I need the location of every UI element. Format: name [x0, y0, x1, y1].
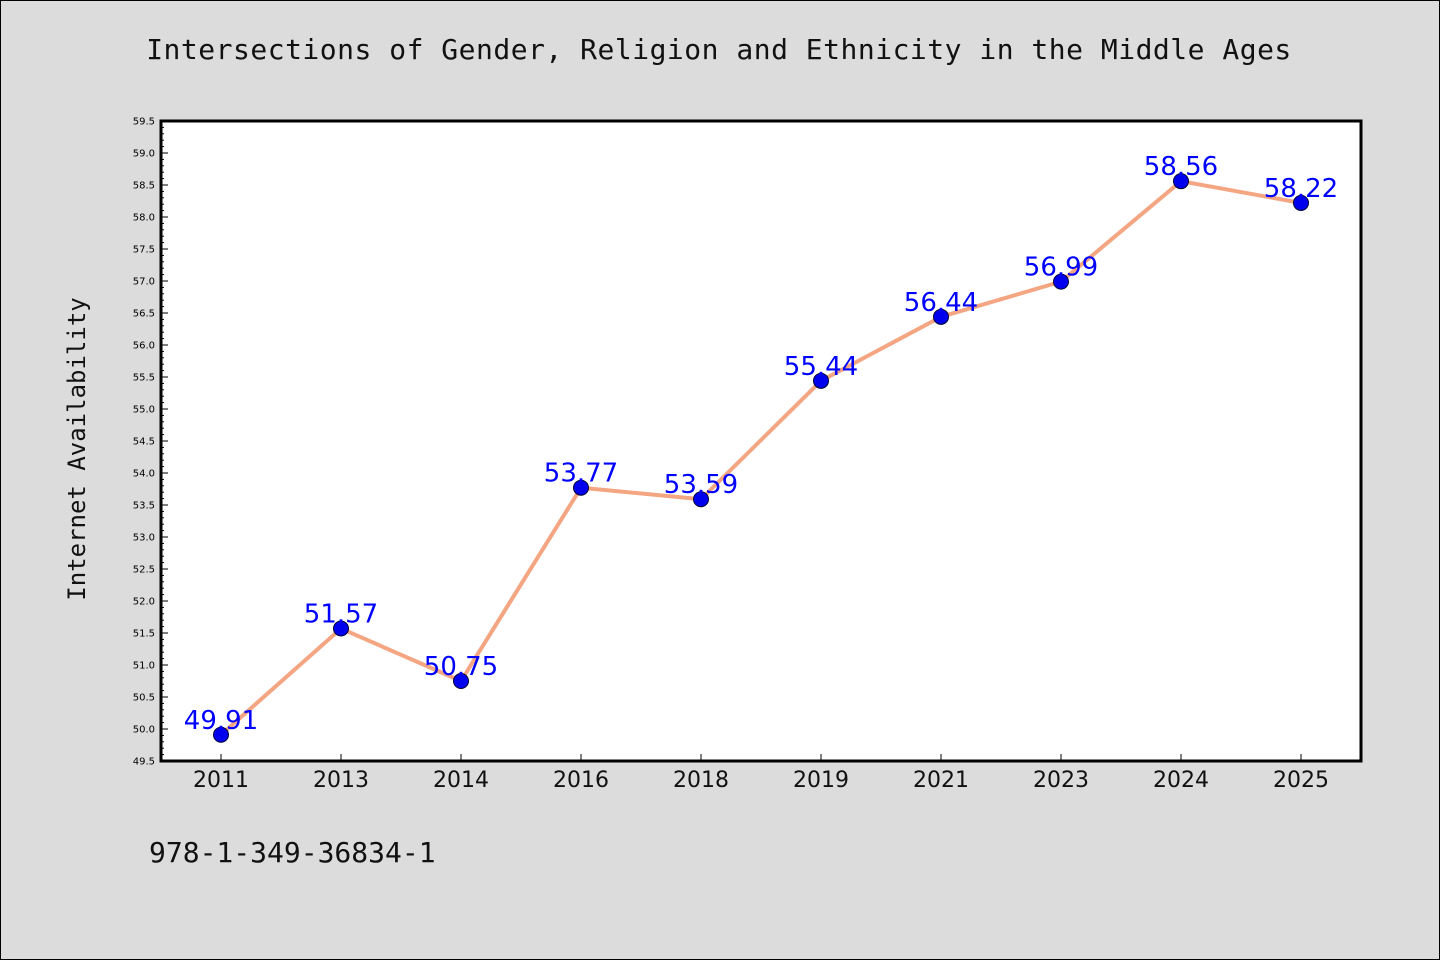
- data-point: [213, 726, 229, 743]
- data-point: [813, 372, 829, 389]
- y-tick-label: 51.0: [133, 661, 155, 672]
- y-tick-label: 55.5: [133, 373, 155, 384]
- y-tick-label: 49.5: [133, 757, 155, 768]
- y-tick-label: 53.5: [133, 501, 155, 512]
- x-tick-label: 2016: [553, 768, 609, 793]
- data-point: [933, 308, 949, 325]
- data-point: [1173, 173, 1189, 190]
- y-tick-label: 59.5: [133, 117, 155, 128]
- data-label: 56.99: [1024, 253, 1098, 283]
- plot-border: [159, 119, 1363, 763]
- data-point: [693, 491, 709, 508]
- y-tick-label: 57.5: [133, 245, 155, 256]
- y-tick-label: 56.0: [133, 341, 155, 352]
- data-label: 50.75: [424, 652, 498, 682]
- data-label: 53.59: [664, 470, 738, 500]
- series-line: [219, 179, 1303, 737]
- x-tick-label: 2024: [1153, 768, 1209, 793]
- data-label: 53.77: [544, 459, 618, 489]
- data-point: [573, 479, 589, 496]
- y-tick-label: 56.5: [133, 309, 155, 320]
- data-point: [1293, 194, 1309, 211]
- y-tick-label: 52.0: [133, 597, 155, 608]
- y-tick-label: 53.0: [133, 533, 155, 544]
- data-label: 49.91: [184, 706, 258, 736]
- y-tick-label: 59.0: [133, 149, 155, 160]
- x-tick-label: 2023: [1033, 768, 1089, 793]
- data-label: 56.44: [904, 288, 978, 318]
- y-tick-label: 57.0: [133, 277, 155, 288]
- y-tick-label: 58.0: [133, 213, 155, 224]
- x-tick-label: 2019: [793, 768, 849, 793]
- y-tick-label: 52.5: [133, 565, 155, 576]
- data-point: [1053, 273, 1069, 290]
- data-label: 55.44: [784, 352, 858, 382]
- x-tick-label: 2014: [433, 768, 489, 793]
- y-tick-label: 50.0: [133, 725, 155, 736]
- chart-title: Intersections of Gender, Religion and Et…: [146, 33, 1292, 66]
- x-tick-label: 2018: [673, 768, 729, 793]
- x-tick-label: 2011: [193, 768, 249, 793]
- x-tick-label: 2025: [1273, 768, 1329, 793]
- isbn-label: 978-1-349-36834-1: [149, 836, 436, 869]
- data-point: [333, 620, 349, 637]
- y-tick-label: 55.0: [133, 405, 155, 416]
- y-tick-label: 58.5: [133, 181, 155, 192]
- y-tick-label: 54.5: [133, 437, 155, 448]
- y-tick-label: 54.0: [133, 469, 155, 480]
- x-tick-label: 2021: [913, 768, 969, 793]
- y-tick-label: 51.5: [133, 629, 155, 640]
- y-tick-label: 50.5: [133, 693, 155, 704]
- data-label: 58.56: [1144, 152, 1218, 182]
- data-label: 51.57: [304, 600, 378, 630]
- x-tick-label: 2013: [313, 768, 369, 793]
- data-label: 58.22: [1264, 174, 1338, 204]
- data-point: [453, 673, 469, 689]
